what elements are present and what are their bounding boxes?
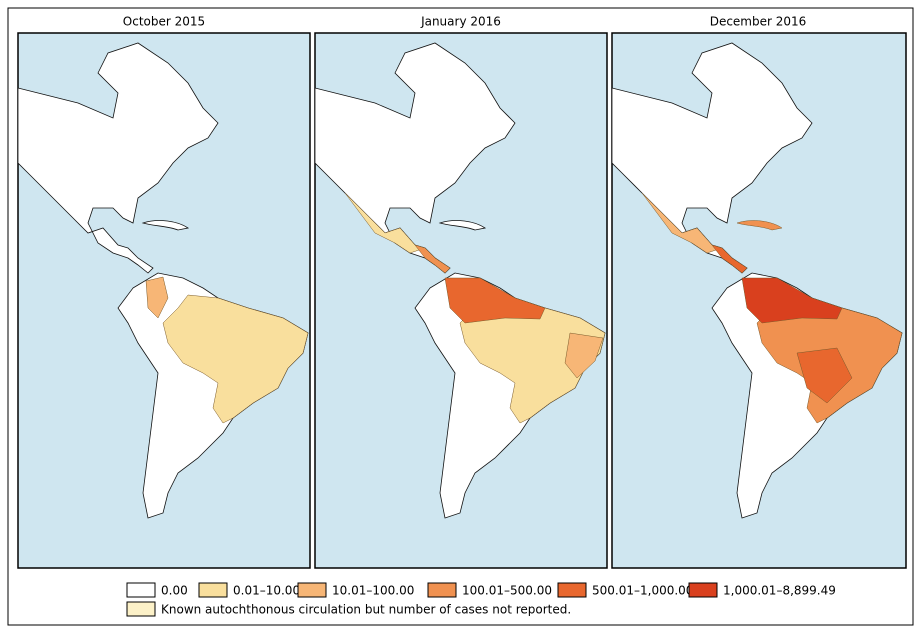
- legend-label: Known autochthonous circulation but numb…: [161, 603, 571, 617]
- legend-swatch: [297, 582, 327, 598]
- panel-title: October 2015: [123, 15, 205, 29]
- legend-swatch: [427, 582, 457, 598]
- legend-label: 0.00: [161, 584, 188, 598]
- legend-swatch: [688, 582, 718, 598]
- legend-swatch: [126, 582, 156, 598]
- legend-label: 1,000.01–8,899.49: [723, 584, 836, 598]
- legend-swatch: [126, 601, 156, 617]
- legend: 0.00 0.01–10.00 10.01–100.00 100.01–500.00 5…: [126, 582, 836, 617]
- map-panel: October 2015: [17, 15, 311, 569]
- legend-swatch: [198, 582, 228, 598]
- map-panel: January 2016: [314, 15, 608, 569]
- legend-label: 100.01–500.00: [462, 584, 552, 598]
- map-panel: December 2016: [611, 15, 907, 569]
- legend-swatch: [557, 582, 587, 598]
- legend-label: 0.01–10.00: [233, 584, 300, 598]
- legend-label: 10.01–100.00: [332, 584, 414, 598]
- legend-label: 500.01–1,000.00: [592, 584, 693, 598]
- figure-border: [7, 7, 914, 626]
- panel-title: January 2016: [420, 15, 501, 29]
- panel-title: December 2016: [710, 15, 807, 29]
